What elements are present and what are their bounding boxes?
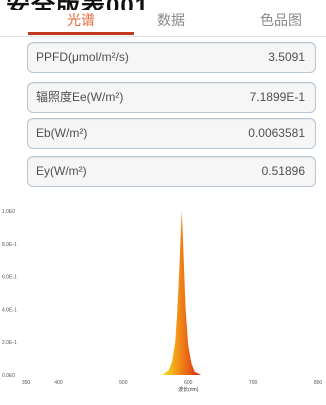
y-tick-label: 4.0E-1 bbox=[2, 307, 17, 313]
y-tick-label: 6.0E-1 bbox=[2, 275, 17, 281]
measurement-ppfd: PPFD(μmol/m²/s) 3.5091 bbox=[27, 42, 316, 73]
spectrum-chart-svg: 0.0E0 2.0E-1 4.0E-1 6.0E-1 8.0E-1 1.0E0 350 40… bbox=[2, 209, 323, 393]
measurement-eb-value: 0.0063581 bbox=[248, 126, 305, 140]
measurement-irradiance: 辐照度Ee(W/m²) 7.1899E-1 bbox=[27, 82, 316, 113]
tab-bar: 光谱 数据 色品图 bbox=[0, 10, 326, 37]
measurement-eb-label: Eb(W/m²) bbox=[36, 126, 88, 140]
measurement-ppfd-label: PPFD(μmol/m²/s) bbox=[36, 50, 129, 64]
measurement-ey-label: Ey(W/m²) bbox=[36, 164, 87, 178]
measurement-irradiance-label: 辐照度Ee(W/m²) bbox=[36, 90, 124, 104]
measurement-ey-value: 0.51896 bbox=[261, 164, 305, 178]
tab-data[interactable]: 数据 bbox=[157, 12, 185, 28]
tab-spectrum[interactable]: 光谱 bbox=[67, 12, 95, 28]
y-tick-label: 0.0E0 bbox=[2, 373, 15, 379]
header-title: 安全版表001 bbox=[6, 0, 149, 10]
spectrum-chart: 0.0E0 2.0E-1 4.0E-1 6.0E-1 8.0E-1 1.0E0 350 40… bbox=[0, 198, 326, 400]
measurement-eb: Eb(W/m²) 0.0063581 bbox=[27, 118, 316, 149]
y-tick-label: 2.0E-1 bbox=[2, 340, 17, 346]
x-tick-label: 350 bbox=[22, 380, 31, 386]
x-tick-label: 400 bbox=[54, 380, 63, 386]
spectrum-peak bbox=[162, 211, 202, 375]
measurement-ppfd-value: 3.5091 bbox=[268, 50, 305, 64]
active-tab-indicator bbox=[28, 32, 134, 35]
x-tick-label: 700 bbox=[249, 380, 258, 386]
header-strip: 安全版表001 bbox=[0, 0, 326, 10]
y-tick-label: 8.0E-1 bbox=[2, 242, 17, 248]
x-tick-label: 600 bbox=[184, 380, 193, 386]
x-tick-label: 500 bbox=[119, 380, 128, 386]
y-tick-label: 1.0E0 bbox=[2, 209, 15, 215]
measurement-ey: Ey(W/m²) 0.51896 bbox=[27, 156, 316, 187]
x-tick-label: 800 bbox=[314, 380, 323, 386]
x-axis-label: 波长(nm) bbox=[178, 386, 199, 393]
measurement-irradiance-value: 7.1899E-1 bbox=[249, 90, 305, 104]
tab-chromaticity[interactable]: 色品图 bbox=[260, 12, 302, 28]
